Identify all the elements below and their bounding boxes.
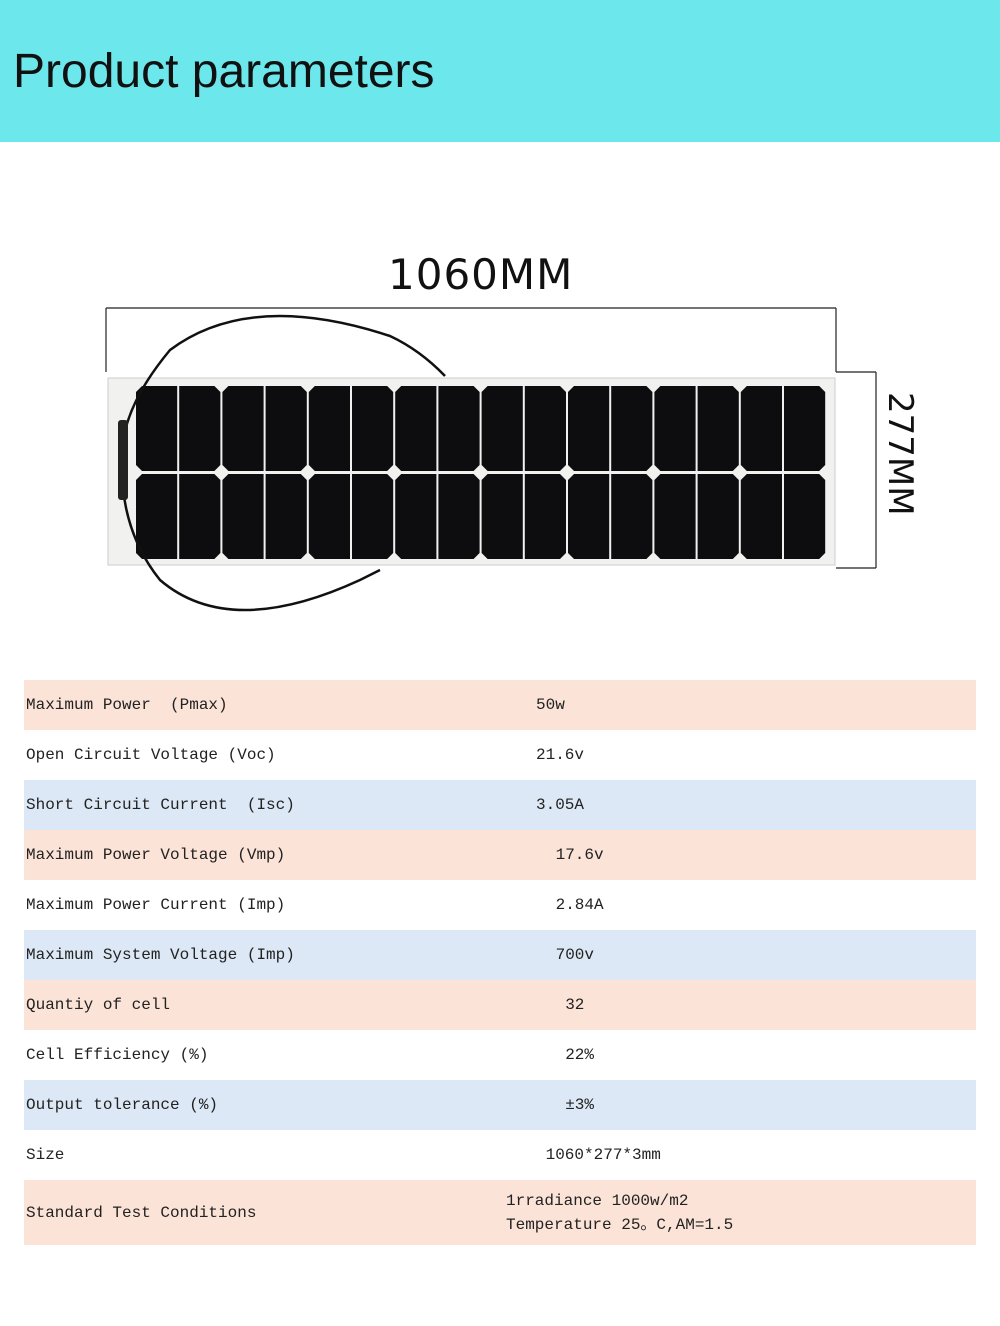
solar-cell [438, 386, 480, 471]
table-row: Standard Test Conditions 1rradiance 1000w… [24, 1180, 976, 1245]
table-row: Cell Efficiency (%) 22% [24, 1030, 976, 1080]
solar-cell [524, 386, 566, 471]
param-label: Quantiy of cell [26, 996, 171, 1014]
param-value: 2.84A [546, 896, 604, 914]
param-value: 22% [546, 1046, 595, 1064]
param-label: Open Circuit Voltage (Voc) [26, 746, 276, 764]
param-label: Size [26, 1146, 65, 1164]
solar-cell [697, 474, 739, 559]
param-value: 21.6v [536, 746, 585, 764]
param-label: Maximum Power Current (Imp) [26, 896, 286, 914]
param-value: 1rradiance 1000w/m2 Temperature 25。C,AM=… [506, 1191, 734, 1234]
table-row: Maximum Power Voltage (Vmp) 17.6v [24, 830, 976, 880]
param-label: Output tolerance (%) [26, 1096, 219, 1114]
solar-panel-image [105, 307, 877, 612]
solar-cell [265, 386, 307, 471]
solar-cell [265, 474, 307, 559]
table-row: Quantiy of cell 32 [24, 980, 976, 1030]
solar-cell [395, 386, 437, 471]
table-row: Maximum System Voltage (Imp) 700v [24, 930, 976, 980]
table-row: Maximum Power Current (Imp) 2.84A [24, 880, 976, 930]
param-value: 50w [536, 696, 565, 714]
param-value: 1060*277*3mm [536, 1146, 661, 1164]
solar-cell [136, 474, 178, 559]
solar-cell [784, 386, 826, 471]
table-row: Short Circuit Current (Isc) 3.05A [24, 780, 976, 830]
solar-cell [222, 386, 264, 471]
solar-cell [654, 474, 696, 559]
solar-cell [352, 474, 394, 559]
width-dimension-label: 1060MM [388, 250, 574, 299]
solar-cell [179, 386, 221, 471]
solar-cell [136, 386, 178, 471]
solar-cell [438, 474, 480, 559]
solar-cell [481, 474, 523, 559]
header-banner: Product parameters [0, 0, 1000, 142]
table-row: Open Circuit Voltage (Voc) 21.6v [24, 730, 976, 780]
solar-cell [308, 386, 350, 471]
param-value: 17.6v [546, 846, 604, 864]
param-label: Maximum Power (Pmax) [26, 696, 228, 714]
param-label: Cell Efficiency (%) [26, 1046, 209, 1064]
param-label: Short Circuit Current (Isc) [26, 796, 295, 814]
solar-cell [611, 474, 653, 559]
solar-cell [481, 386, 523, 471]
param-label: Maximum Power Voltage (Vmp) [26, 846, 286, 864]
table-row: Size 1060*277*3mm [24, 1130, 976, 1180]
param-label: Standard Test Conditions [26, 1203, 257, 1222]
param-value: 32 [546, 996, 585, 1014]
param-value: ±3% [546, 1096, 595, 1114]
solar-cell [784, 474, 826, 559]
solar-cell [352, 386, 394, 471]
param-label: Maximum System Voltage (Imp) [26, 946, 295, 964]
solar-cell [611, 386, 653, 471]
table-row: Output tolerance (%) ±3% [24, 1080, 976, 1130]
param-value: 700v [546, 946, 595, 964]
solar-cell [740, 474, 782, 559]
table-row: Maximum Power (Pmax) 50w [24, 680, 976, 730]
solar-cell [568, 474, 610, 559]
solar-cell [308, 474, 350, 559]
solar-cell [568, 386, 610, 471]
param-value: 3.05A [536, 796, 585, 814]
page-title: Product parameters [13, 45, 435, 98]
solar-cell [222, 474, 264, 559]
solar-cell [179, 474, 221, 559]
solar-cell [524, 474, 566, 559]
solar-cells [136, 386, 826, 559]
solar-cell [697, 386, 739, 471]
parameters-table: Maximum Power (Pmax) 50w Open Circuit Volt… [24, 680, 976, 1245]
solar-cell [740, 386, 782, 471]
solar-cell [654, 386, 696, 471]
solar-cell [395, 474, 437, 559]
